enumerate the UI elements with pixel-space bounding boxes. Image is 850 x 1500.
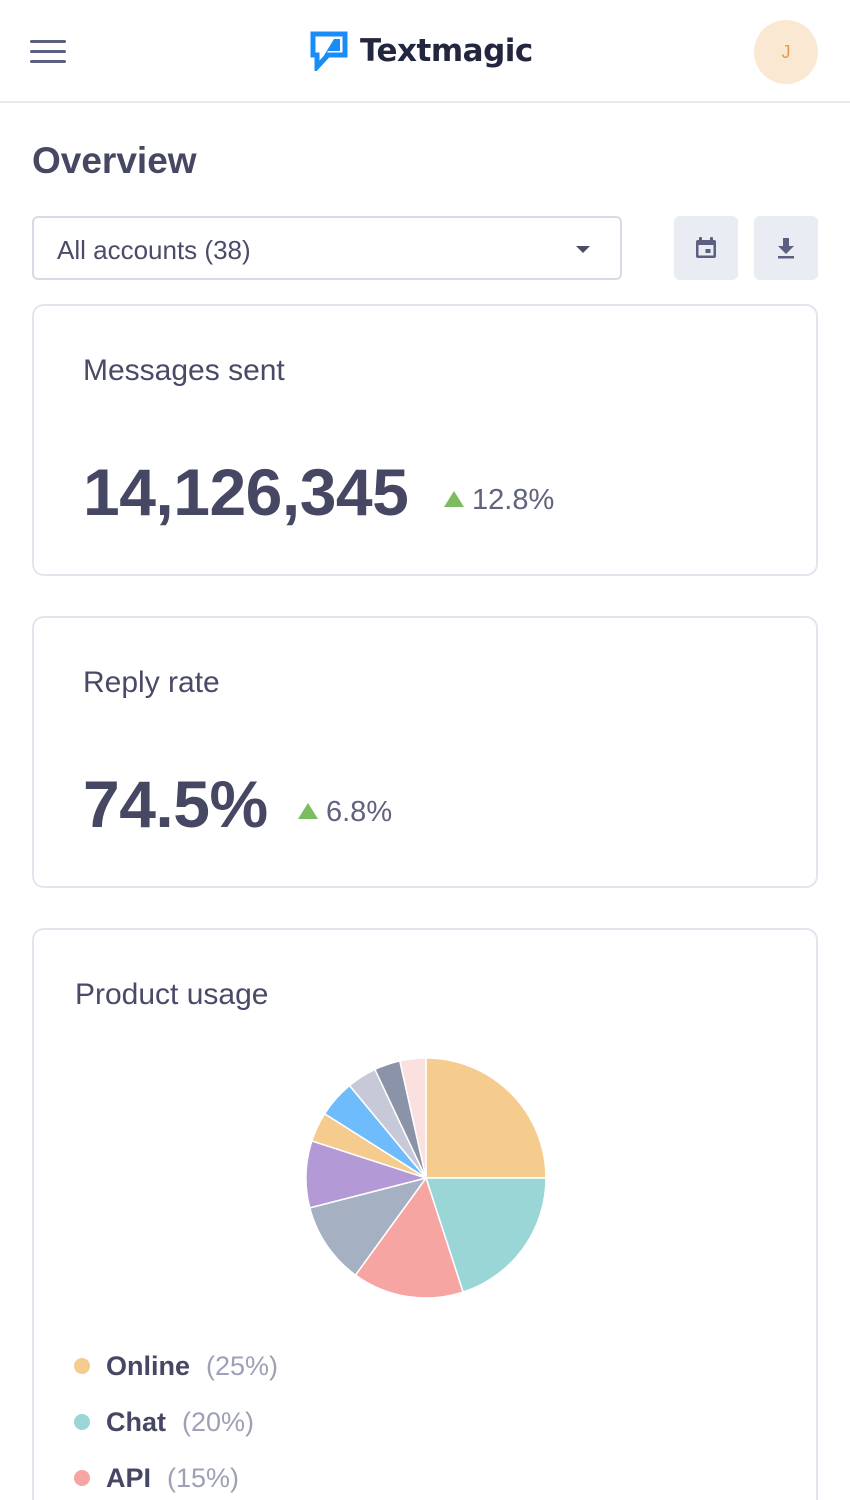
menu-line xyxy=(30,60,66,63)
messages-sent-value: 14,126,345 xyxy=(83,455,409,529)
product-usage-pie-chart xyxy=(305,1057,547,1299)
legend-label: Chat xyxy=(106,1406,166,1437)
account-select[interactable]: All accounts (38) xyxy=(32,216,622,280)
legend-item-online[interactable]: Online (25%) xyxy=(74,1349,278,1383)
caret-down-icon xyxy=(576,246,590,253)
legend-color-dot xyxy=(74,1358,90,1374)
pie-slice[interactable] xyxy=(398,1057,427,1179)
legend-item-api[interactable]: API (15%) xyxy=(74,1461,239,1495)
trend-up-icon xyxy=(444,490,464,507)
hamburger-menu-icon[interactable] xyxy=(30,38,66,66)
legend-item-chat[interactable]: Chat (20%) xyxy=(74,1405,254,1439)
date-range-button[interactable] xyxy=(674,216,738,280)
card-title: Product usage xyxy=(75,978,269,1011)
textmagic-logo-icon xyxy=(310,31,348,71)
card-title: Messages sent xyxy=(83,354,285,387)
delta-value: 6.8% xyxy=(326,796,393,828)
messages-sent-card: Messages sent 14,126,345 12.8% xyxy=(32,304,818,576)
brand-name: Textmagic xyxy=(360,33,533,69)
menu-line xyxy=(30,50,66,53)
calendar-icon xyxy=(696,237,716,258)
pie-slice-api[interactable] xyxy=(354,1176,465,1299)
reply-rate-card: Reply rate 74.5% 6.8% xyxy=(32,616,818,888)
user-avatar[interactable]: J xyxy=(754,20,818,84)
download-button[interactable] xyxy=(754,216,818,280)
account-select-value: All accounts (38) xyxy=(57,235,251,265)
delta-value: 12.8% xyxy=(472,484,555,516)
trend-up-icon xyxy=(298,802,318,819)
legend-label: Online xyxy=(106,1350,191,1381)
reply-rate-value: 74.5% xyxy=(83,767,268,841)
top-bar: Textmagic J xyxy=(0,0,850,103)
reply-rate-delta: 6.8% xyxy=(298,796,392,829)
legend-percent: (20%) xyxy=(182,1406,255,1437)
legend-percent: (25%) xyxy=(206,1350,279,1381)
legend-percent: (15%) xyxy=(167,1462,240,1493)
messages-sent-delta: 12.8% xyxy=(444,484,554,517)
legend-label: API xyxy=(106,1462,152,1493)
download-icon xyxy=(778,238,794,259)
card-title: Reply rate xyxy=(83,666,220,699)
menu-line xyxy=(30,40,66,43)
pie-slice-online[interactable] xyxy=(425,1057,547,1179)
legend-color-dot xyxy=(74,1414,90,1430)
pie-slice-chat[interactable] xyxy=(424,1177,547,1294)
brand-logo[interactable]: Textmagic xyxy=(310,29,533,73)
pie-slice[interactable] xyxy=(308,1176,428,1277)
page-title: Overview xyxy=(32,140,197,181)
legend-color-dot xyxy=(74,1470,90,1486)
avatar-initial: J xyxy=(781,41,791,62)
